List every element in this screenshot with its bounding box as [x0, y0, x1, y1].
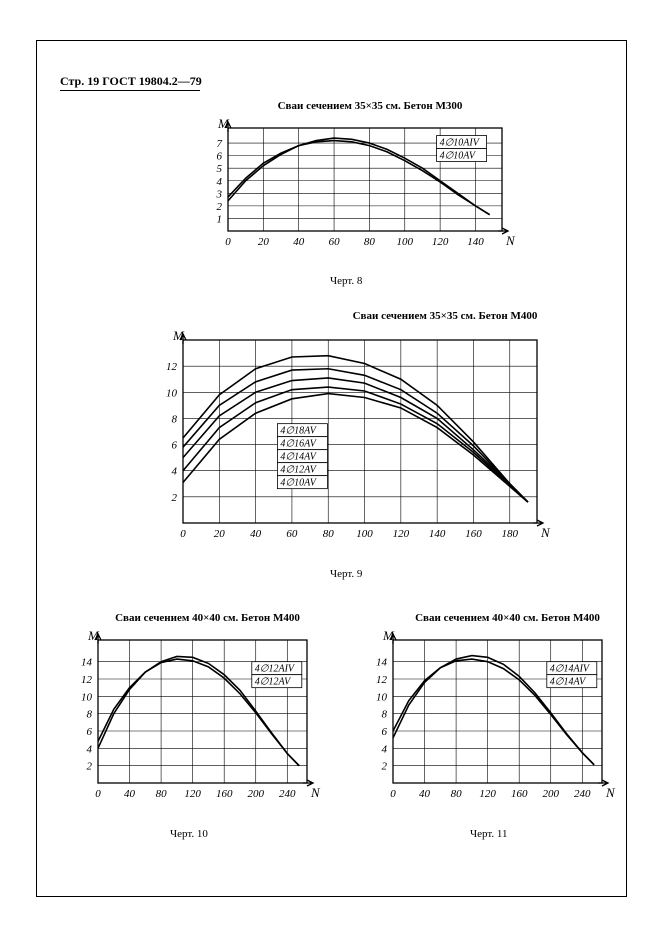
- svg-text:6: 6: [382, 726, 388, 738]
- svg-text:0: 0: [225, 236, 231, 248]
- svg-text:200: 200: [542, 788, 559, 800]
- svg-text:120: 120: [393, 528, 410, 540]
- svg-text:4∅16AV: 4∅16AV: [280, 439, 317, 450]
- chart9-title: Сваи сечением 35×35 см. Бетон М400: [255, 310, 635, 322]
- svg-text:0: 0: [180, 528, 186, 540]
- svg-text:4: 4: [87, 743, 93, 755]
- svg-text:120: 120: [479, 788, 496, 800]
- svg-text:N: N: [505, 233, 516, 248]
- svg-text:M: M: [172, 330, 185, 343]
- svg-text:120: 120: [432, 236, 449, 248]
- svg-text:4∅12AV: 4∅12AV: [255, 677, 292, 688]
- svg-text:12: 12: [376, 674, 388, 686]
- svg-text:4∅10AV: 4∅10AV: [280, 478, 317, 489]
- svg-text:N: N: [310, 785, 321, 800]
- svg-text:4∅14AV: 4∅14AV: [550, 677, 587, 688]
- svg-text:8: 8: [87, 709, 93, 721]
- chart11-caption: Черт. 11: [470, 828, 507, 840]
- svg-text:60: 60: [286, 528, 298, 540]
- svg-text:200: 200: [247, 788, 264, 800]
- svg-text:M: M: [217, 118, 230, 131]
- svg-text:6: 6: [172, 440, 178, 452]
- svg-text:20: 20: [258, 236, 270, 248]
- svg-text:M: M: [382, 630, 395, 643]
- svg-text:4∅10AIV: 4∅10AIV: [440, 138, 481, 149]
- chart10: 0 40 80 120 160 200 240 2 4 6 8 10 12 14 M N 4∅12AIV 4∅12…: [70, 630, 325, 805]
- svg-text:80: 80: [156, 788, 168, 800]
- svg-text:1: 1: [217, 213, 223, 225]
- svg-text:10: 10: [166, 387, 178, 399]
- svg-text:2: 2: [217, 201, 223, 213]
- svg-text:10: 10: [81, 691, 93, 703]
- chart10-title: Сваи сечением 40×40 см. Бетон М400: [90, 612, 325, 624]
- svg-text:14: 14: [81, 657, 93, 669]
- page: Стр. 19 ГОСТ 19804.2—79 Сваи сечением 35…: [0, 0, 661, 935]
- chart8-title: Сваи сечением 35×35 см. Бетон М300: [220, 100, 520, 112]
- svg-text:160: 160: [216, 788, 233, 800]
- svg-text:6: 6: [217, 151, 223, 163]
- svg-text:240: 240: [574, 788, 591, 800]
- svg-text:100: 100: [356, 528, 373, 540]
- svg-text:5: 5: [217, 163, 223, 175]
- svg-text:N: N: [540, 525, 551, 540]
- svg-text:2: 2: [172, 492, 178, 504]
- svg-text:2: 2: [87, 761, 93, 773]
- svg-text:4: 4: [382, 743, 388, 755]
- svg-text:0: 0: [390, 788, 396, 800]
- svg-text:60: 60: [329, 236, 341, 248]
- chart9-caption: Черт. 9: [330, 568, 362, 580]
- svg-text:4∅12AV: 4∅12AV: [280, 465, 317, 476]
- svg-text:4∅14AIV: 4∅14AIV: [550, 664, 591, 675]
- svg-text:160: 160: [465, 528, 482, 540]
- svg-text:40: 40: [124, 788, 136, 800]
- chart11-title: Сваи сечением 40×40 см. Бетон М400: [390, 612, 625, 624]
- svg-text:80: 80: [364, 236, 376, 248]
- chart10-caption: Черт. 10: [170, 828, 208, 840]
- svg-text:4: 4: [217, 176, 223, 188]
- svg-text:6: 6: [87, 726, 93, 738]
- chart9: 0 20 40 60 80 100 120 140 160 180 2 4 6 8 10 12 M N 4∅18AV…: [155, 330, 555, 545]
- svg-text:160: 160: [511, 788, 528, 800]
- svg-text:10: 10: [376, 691, 388, 703]
- svg-text:12: 12: [81, 674, 93, 686]
- svg-text:100: 100: [397, 236, 414, 248]
- svg-text:7: 7: [217, 138, 223, 150]
- svg-text:80: 80: [451, 788, 463, 800]
- svg-text:2: 2: [382, 761, 388, 773]
- svg-text:4∅10AV: 4∅10AV: [440, 151, 477, 162]
- svg-text:180: 180: [502, 528, 519, 540]
- svg-text:240: 240: [279, 788, 296, 800]
- svg-text:8: 8: [382, 709, 388, 721]
- svg-text:3: 3: [216, 188, 223, 200]
- svg-text:14: 14: [376, 657, 388, 669]
- svg-text:140: 140: [429, 528, 446, 540]
- svg-text:40: 40: [250, 528, 262, 540]
- svg-text:M: M: [87, 630, 100, 643]
- chart11: 0 40 80 120 160 200 240 2 4 6 8 10 12 14 M N 4∅14AIV 4∅14…: [365, 630, 620, 805]
- svg-text:140: 140: [467, 236, 484, 248]
- svg-text:8: 8: [172, 413, 178, 425]
- svg-text:N: N: [605, 785, 616, 800]
- chart8: 0 20 40 60 80 100 120 140 1234567 M N 4∅10AIV 4∅10AV: [200, 118, 520, 253]
- chart8-caption: Черт. 8: [330, 275, 362, 287]
- svg-text:80: 80: [323, 528, 335, 540]
- svg-text:120: 120: [184, 788, 201, 800]
- svg-text:4∅18AV: 4∅18AV: [280, 426, 317, 437]
- header-underline: [60, 90, 200, 91]
- svg-text:20: 20: [214, 528, 226, 540]
- page-header: Стр. 19 ГОСТ 19804.2—79: [60, 74, 202, 89]
- svg-text:4∅14AV: 4∅14AV: [280, 452, 317, 463]
- svg-text:40: 40: [293, 236, 305, 248]
- svg-text:12: 12: [166, 361, 178, 373]
- svg-text:4∅12AIV: 4∅12AIV: [255, 664, 296, 675]
- svg-text:4: 4: [172, 466, 178, 478]
- svg-text:0: 0: [95, 788, 101, 800]
- svg-text:40: 40: [419, 788, 431, 800]
